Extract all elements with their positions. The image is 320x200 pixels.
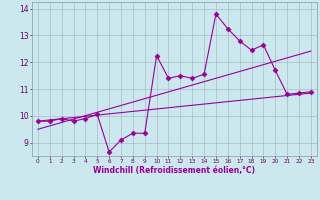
X-axis label: Windchill (Refroidissement éolien,°C): Windchill (Refroidissement éolien,°C) — [93, 166, 255, 175]
